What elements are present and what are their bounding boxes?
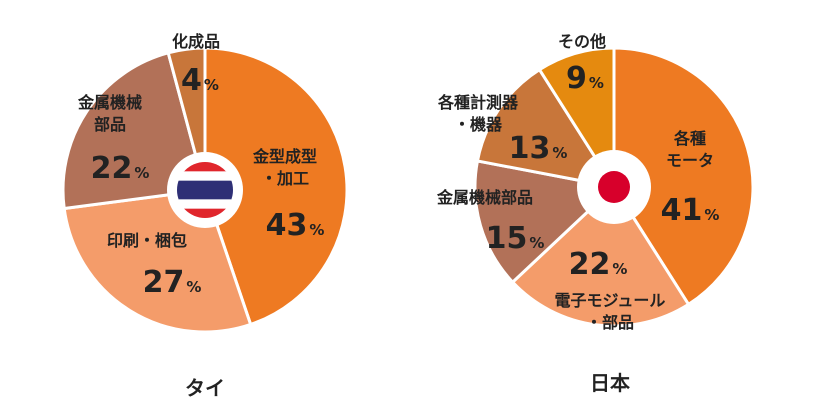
pie-thailand: 金型成型・加工 43 % 印刷・梱包 27 % 金属機械部品 22 % 化成品 4%: [61, 32, 349, 334]
slice-label: 金型成型: [252, 147, 317, 166]
slice-label: 印刷・梱包: [107, 231, 187, 250]
slice-value-label: 43%: [266, 208, 325, 243]
slice-value-label: 15%: [486, 221, 545, 256]
chart-title-thailand: タイ: [185, 376, 225, 400]
slice-label: ・加工: [261, 169, 309, 188]
japan-flag-icon: [598, 171, 630, 203]
slice-label: 金属機械: [77, 93, 142, 112]
pie-slice: [203, 46, 349, 327]
slice-label: 電子モジュール: [555, 291, 666, 310]
slice-value-label: 13%: [509, 131, 568, 166]
slice-label: モータ: [666, 151, 714, 170]
slice-label: 化成品: [172, 32, 220, 51]
slice-label: その他: [558, 32, 606, 51]
slice-value-label: 4%: [181, 63, 219, 98]
pie-slice: [537, 46, 616, 193]
slice-label: ・部品: [586, 313, 634, 332]
slice-label: 各種: [673, 129, 706, 148]
slice-label: 各種計測器: [437, 93, 519, 112]
slice-label: ・機器: [454, 115, 503, 134]
slice-value-label: 27%: [143, 265, 202, 300]
slice-value-label: 22%: [569, 247, 628, 282]
slice-label: 部品: [94, 115, 126, 134]
slice-value-label: 41%: [661, 193, 720, 228]
slice-value-label: 22%: [91, 151, 150, 186]
pie-slice: [475, 67, 618, 190]
thailand-flag-icon: [177, 162, 233, 218]
pie-slice: [510, 184, 691, 328]
pie-slice: [61, 51, 207, 211]
slice-value-label: 9%: [566, 61, 604, 96]
slice-label: 金属機械部品: [436, 188, 533, 207]
chart-title-japan: 日本: [590, 371, 630, 395]
